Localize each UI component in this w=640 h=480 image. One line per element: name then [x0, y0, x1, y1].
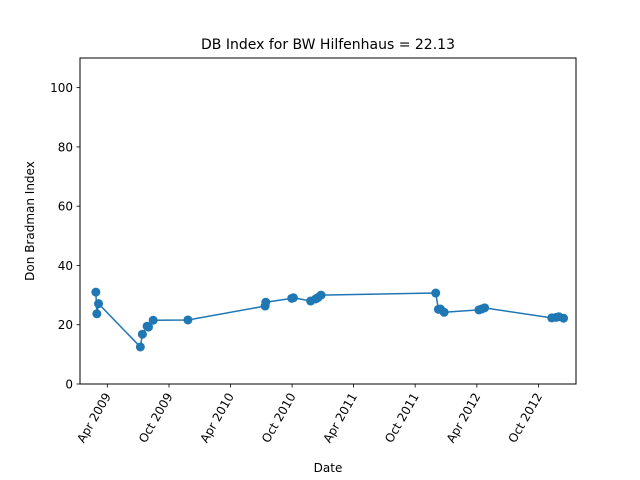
x-axis: Apr 2009 Oct 2009 Apr 2010 Oct 2010 Apr 2011…	[74, 384, 545, 445]
x-tick-label: Oct 2011	[382, 391, 422, 446]
data-point	[316, 290, 326, 300]
data-point	[137, 329, 147, 339]
x-axis-label: Date	[314, 461, 343, 475]
data-point	[480, 303, 490, 313]
data-point	[94, 299, 104, 309]
plot-frame	[79, 57, 577, 385]
plot-area	[91, 287, 569, 352]
x-tick-label: Oct 2010	[259, 391, 299, 446]
x-tick-label: Apr 2012	[444, 391, 484, 446]
data-point	[91, 287, 101, 297]
y-tick-label: 100	[50, 81, 73, 95]
data-point	[559, 313, 569, 323]
x-tick-label: Oct 2009	[136, 391, 176, 446]
chart-title: DB Index for BW Hilfenhaus = 22.13	[201, 37, 455, 53]
data-point	[431, 288, 441, 298]
data-point	[143, 322, 153, 332]
y-tick-label: 80	[58, 140, 73, 154]
y-axis: 0 20 40 60 80 100	[50, 81, 80, 392]
x-tick-label: Apr 2011	[320, 391, 360, 446]
data-point	[261, 297, 271, 307]
data-point	[439, 307, 449, 317]
series-line	[95, 292, 564, 348]
data-point	[148, 315, 158, 325]
y-tick-label: 60	[58, 200, 73, 214]
data-point	[135, 342, 145, 352]
x-tick-label: Apr 2009	[74, 391, 114, 446]
data-point	[183, 315, 193, 325]
x-tick-label: Apr 2010	[197, 391, 237, 446]
y-tick-label: 20	[58, 318, 73, 332]
data-point	[92, 309, 102, 319]
x-tick-label: Oct 2012	[505, 391, 545, 446]
y-tick-label: 40	[58, 259, 73, 273]
data-point	[288, 293, 298, 303]
y-tick-label: 0	[65, 378, 73, 392]
y-axis-label: Don Bradman Index	[23, 161, 37, 281]
